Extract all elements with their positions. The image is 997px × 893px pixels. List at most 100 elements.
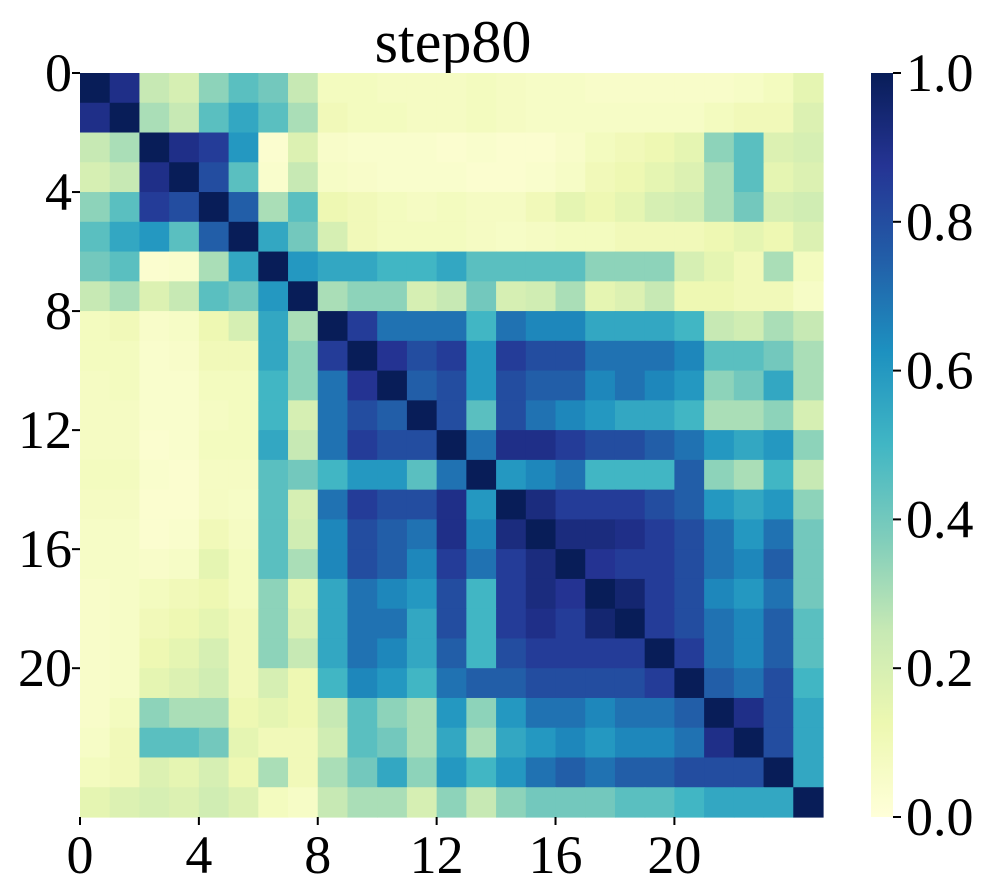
heatmap-cell: [763, 787, 794, 818]
heatmap-cell: [288, 608, 319, 640]
heatmap-cell: [169, 697, 200, 729]
heatmap-cell: [258, 668, 289, 699]
heatmap-cell: [317, 162, 349, 193]
heatmap-cell: [644, 787, 675, 818]
heatmap-cell: [80, 430, 111, 461]
heatmap-cell: [466, 192, 497, 223]
heatmap-cell: [644, 251, 675, 282]
heatmap-cell: [228, 519, 259, 550]
heatmap-cell: [614, 102, 646, 134]
heatmap-cell: [258, 102, 289, 134]
heatmap-cell: [169, 638, 200, 669]
heatmap-cell: [674, 668, 705, 699]
heatmap-cell: [258, 132, 289, 163]
heatmap-cell: [793, 489, 824, 520]
heatmap-cell: [674, 578, 705, 610]
y-tick-label: 4: [45, 162, 72, 222]
heatmap-cell: [80, 102, 111, 134]
heatmap-cell: [733, 102, 765, 134]
heatmap-cell: [288, 578, 319, 610]
heatmap-cell: [80, 281, 111, 312]
heatmap-cell: [614, 340, 646, 372]
colorbar-tick-label: 1.0: [906, 43, 974, 103]
heatmap-cell: [377, 102, 408, 134]
heatmap-cell: [169, 727, 200, 759]
heatmap-cell: [763, 192, 794, 223]
heatmap-cell: [555, 192, 586, 223]
heatmap-cell: [644, 400, 675, 431]
heatmap-cell: [436, 281, 467, 312]
heatmap-cell: [644, 697, 675, 729]
heatmap-cell: [763, 459, 794, 491]
heatmap-cell: [644, 757, 675, 788]
heatmap-cell: [317, 281, 349, 312]
heatmap-cell: [258, 370, 289, 401]
heatmap-cell: [555, 370, 586, 401]
heatmap-cell: [793, 757, 824, 788]
heatmap-cell: [198, 697, 230, 729]
heatmap-cell: [377, 697, 408, 729]
heatmap-cell: [258, 311, 289, 342]
heatmap-cell: [109, 608, 141, 640]
heatmap-cell: [80, 668, 111, 699]
heatmap-cell: [139, 311, 170, 342]
heatmap-cell: [763, 727, 794, 759]
heatmap-cell: [317, 489, 349, 520]
y-tick-label: 20: [18, 638, 72, 698]
heatmap-cell: [377, 727, 408, 759]
heatmap-cell: [169, 311, 200, 342]
heatmap-cell: [793, 727, 824, 759]
heatmap-cell: [674, 608, 705, 640]
heatmap-cell: [228, 549, 259, 580]
heatmap-cell: [347, 787, 378, 818]
heatmap-cell: [763, 311, 794, 342]
heatmap-cell: [139, 251, 170, 282]
heatmap-cell: [80, 578, 111, 610]
heatmap-cell: [317, 608, 349, 640]
heatmap-cell: [109, 638, 141, 669]
heatmap-cell: [466, 221, 497, 253]
colorbar: [871, 73, 893, 817]
heatmap-cell: [109, 281, 141, 312]
heatmap-cell: [198, 73, 230, 104]
heatmap-cell: [793, 638, 824, 669]
heatmap-cell: [80, 400, 111, 431]
heatmap-cell: [80, 340, 111, 372]
heatmap-cell: [406, 519, 438, 550]
heatmap-cell: [704, 787, 735, 818]
heatmap-cell: [288, 162, 319, 193]
heatmap-cell: [436, 340, 467, 372]
heatmap-cell: [496, 102, 527, 134]
heatmap-cell: [644, 132, 675, 163]
heatmap-cell: [377, 638, 408, 669]
heatmap-cell: [228, 668, 259, 699]
heatmap-cell: [288, 638, 319, 669]
heatmap-cell: [585, 430, 616, 461]
heatmap-cell: [704, 221, 735, 253]
heatmap-cell: [585, 311, 616, 342]
heatmap-cell: [317, 102, 349, 134]
heatmap-cell: [198, 251, 230, 282]
heatmap-cell: [109, 757, 141, 788]
heatmap-cell: [258, 73, 289, 104]
heatmap-cell: [704, 162, 735, 193]
heatmap-cell: [525, 787, 557, 818]
heatmap-cell: [228, 608, 259, 640]
heatmap-cell: [109, 697, 141, 729]
heatmap-cell: [258, 340, 289, 372]
heatmap-cell: [347, 311, 378, 342]
heatmap-cell: [436, 311, 467, 342]
heatmap-cell: [198, 638, 230, 669]
heatmap-cell: [228, 578, 259, 610]
heatmap-cell: [674, 102, 705, 134]
heatmap-cell: [436, 370, 467, 401]
colorbar-ticks: 0.0 0.2 0.4 0.6 0.8 1.0: [893, 43, 974, 847]
heatmap-cell: [317, 727, 349, 759]
heatmap-cell: [347, 340, 378, 372]
heatmap-cell: [496, 549, 527, 580]
heatmap-cell: [585, 489, 616, 520]
heatmap-cell: [555, 489, 586, 520]
heatmap-cell: [585, 727, 616, 759]
heatmap-cell: [674, 311, 705, 342]
heatmap-cell: [406, 697, 438, 729]
